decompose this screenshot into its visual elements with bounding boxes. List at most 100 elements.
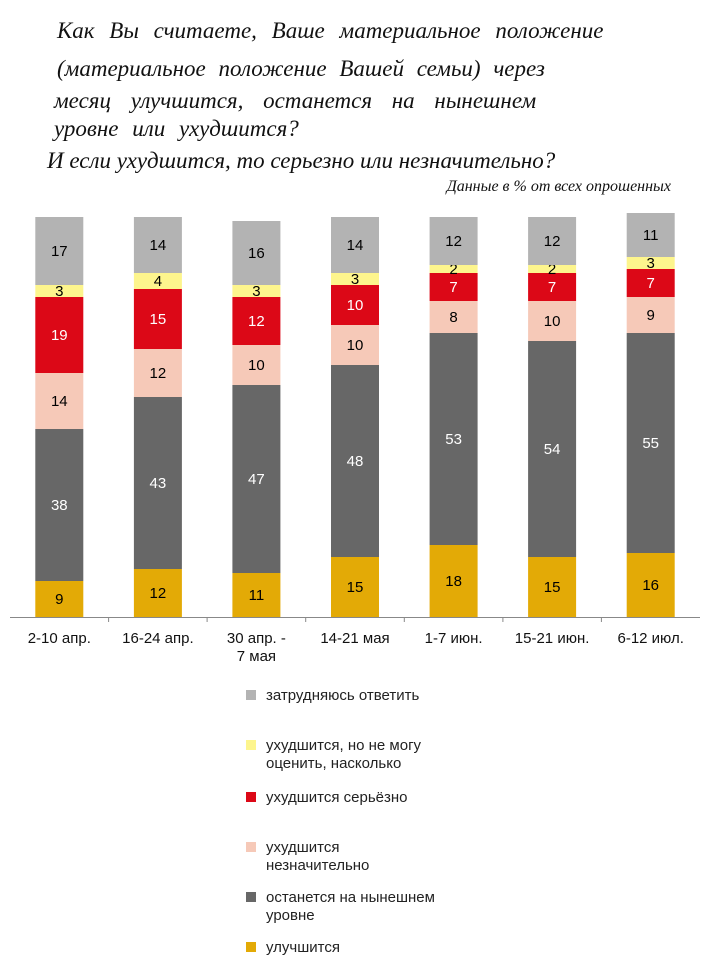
bar-segment xyxy=(35,373,84,429)
data-label: 12 xyxy=(248,313,265,330)
bar-segment xyxy=(528,273,577,301)
x-tick-label: 1-7 июн. xyxy=(425,630,483,647)
data-label: 16 xyxy=(248,245,265,262)
bar-segment xyxy=(133,569,182,617)
bar-segment xyxy=(626,297,675,333)
bar-segment xyxy=(35,285,84,297)
bar-segment xyxy=(331,557,379,617)
data-label: 10 xyxy=(544,313,561,330)
bar-segment xyxy=(232,285,281,297)
data-label: 47 xyxy=(248,471,265,488)
data-label: 53 xyxy=(445,431,462,448)
legend-label: затрудняюсь ответить xyxy=(266,687,506,705)
legend-label-line: улучшится xyxy=(266,939,340,956)
data-label: 10 xyxy=(347,337,364,354)
bar-segment xyxy=(133,217,182,273)
bar-segment xyxy=(528,341,577,557)
legend-label: останется на нынешнем уровне xyxy=(266,889,506,925)
data-label: 9 xyxy=(55,591,63,608)
legend-label-line: оценить, насколько xyxy=(266,755,402,772)
bar-segment xyxy=(232,221,281,285)
title-line-4: уровне или ухудшится? xyxy=(54,116,299,141)
bar-segment xyxy=(528,217,577,265)
bar-segment xyxy=(133,273,182,289)
bar-segment xyxy=(133,349,182,397)
bar-segment xyxy=(133,289,182,349)
bar-segment xyxy=(626,333,675,553)
data-label: 55 xyxy=(642,435,659,452)
data-label: 4 xyxy=(154,273,162,290)
legend-swatch xyxy=(246,892,256,902)
chart-subtitle: Данные в % от всех опрошенных xyxy=(446,178,671,195)
data-label: 11 xyxy=(643,227,659,244)
data-label: 18 xyxy=(445,573,462,590)
data-label: 7 xyxy=(548,279,556,296)
bar-segment xyxy=(429,545,478,617)
data-label: 14 xyxy=(347,237,364,254)
bar-segment xyxy=(232,385,281,573)
legend-swatch xyxy=(246,842,256,852)
bar-segment xyxy=(331,285,379,325)
data-label: 14 xyxy=(150,237,167,254)
data-label: 54 xyxy=(544,441,561,458)
legend-swatch xyxy=(246,942,256,952)
bar-segment xyxy=(429,265,478,273)
data-label: 2 xyxy=(449,261,457,278)
data-label: 15 xyxy=(544,579,561,596)
data-label: 2 xyxy=(548,261,556,278)
bar-segment xyxy=(528,265,577,273)
data-label: 12 xyxy=(150,365,167,382)
bar-segment xyxy=(232,297,281,345)
legend-label-line: незначительно xyxy=(266,857,370,874)
data-label: 3 xyxy=(55,283,63,300)
x-tick-label: 15-21 июн. xyxy=(515,630,590,647)
bar-segment xyxy=(133,397,182,569)
data-label: 7 xyxy=(647,275,655,292)
bar-segment xyxy=(35,581,84,617)
legend-swatch xyxy=(246,690,256,700)
x-tick-label: 2-10 апр. xyxy=(28,630,91,647)
bar-segment xyxy=(429,217,478,265)
bar-segment xyxy=(626,269,675,297)
bar-segment xyxy=(232,345,281,385)
data-label: 48 xyxy=(347,453,364,470)
legend-label: ухудшится, но не могу оценить, насколько xyxy=(266,737,506,773)
legend-swatch xyxy=(246,740,256,750)
bar-segment xyxy=(528,301,577,341)
data-label: 3 xyxy=(351,271,359,288)
legend-label: улучшится xyxy=(266,939,506,957)
data-label: 12 xyxy=(544,233,561,250)
x-tick-label: 30 апр. - xyxy=(227,630,286,647)
chart-title: Как Вы считаете, Ваше материальное полож… xyxy=(0,0,709,200)
bar-segment xyxy=(331,217,379,273)
data-label: 38 xyxy=(51,497,68,514)
data-label: 14 xyxy=(51,393,68,410)
data-label: 12 xyxy=(150,585,167,602)
bar-segment xyxy=(626,553,675,617)
data-label: 3 xyxy=(647,255,655,272)
bar-segment xyxy=(626,213,675,257)
data-label: 16 xyxy=(642,577,659,594)
data-label: 12 xyxy=(445,233,462,250)
data-label: 15 xyxy=(150,311,167,328)
bar-segment xyxy=(331,365,379,557)
title-line-2: (материальное положение Вашей семьи) чер… xyxy=(57,56,545,81)
data-label: 9 xyxy=(647,307,655,324)
x-tick-label: 6-12 июл. xyxy=(617,630,683,647)
data-label: 8 xyxy=(449,309,457,326)
legend-label-line: ухудшится серьёзно xyxy=(266,789,408,806)
bar-segment xyxy=(331,273,379,285)
bar-segment xyxy=(626,257,675,269)
x-tick-label: 16-24 апр. xyxy=(122,630,194,647)
data-label: 10 xyxy=(347,297,364,314)
bar-segment xyxy=(331,325,379,365)
bar-segment xyxy=(429,273,478,301)
legend-label-line: останется на нынешнем xyxy=(266,889,435,906)
bar-segment xyxy=(232,573,281,617)
legend-swatch xyxy=(246,792,256,802)
bar-segment xyxy=(35,217,84,285)
x-tick-label: 7 мая xyxy=(237,648,276,665)
data-label: 7 xyxy=(449,279,457,296)
bar-segment xyxy=(35,429,84,581)
